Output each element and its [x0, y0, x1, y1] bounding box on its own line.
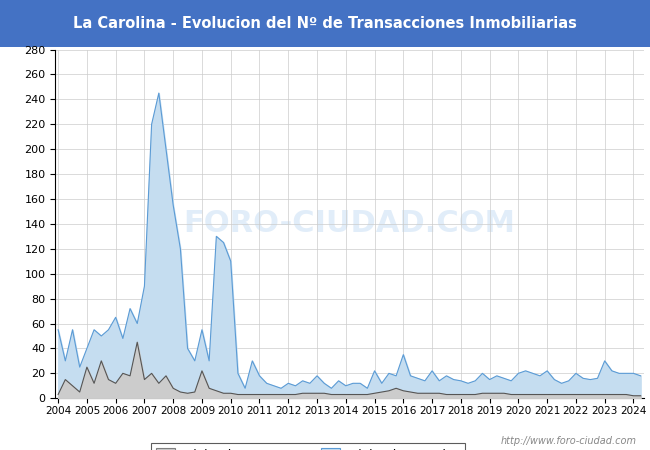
Text: http://www.foro-ciudad.com: http://www.foro-ciudad.com [501, 436, 637, 446]
Text: La Carolina - Evolucion del Nº de Transacciones Inmobiliarias: La Carolina - Evolucion del Nº de Transa… [73, 16, 577, 31]
Legend: Viviendas Nuevas, Viviendas Usadas: Viviendas Nuevas, Viviendas Usadas [151, 443, 465, 450]
Text: FORO-CIUDAD.COM: FORO-CIUDAD.COM [183, 209, 515, 238]
